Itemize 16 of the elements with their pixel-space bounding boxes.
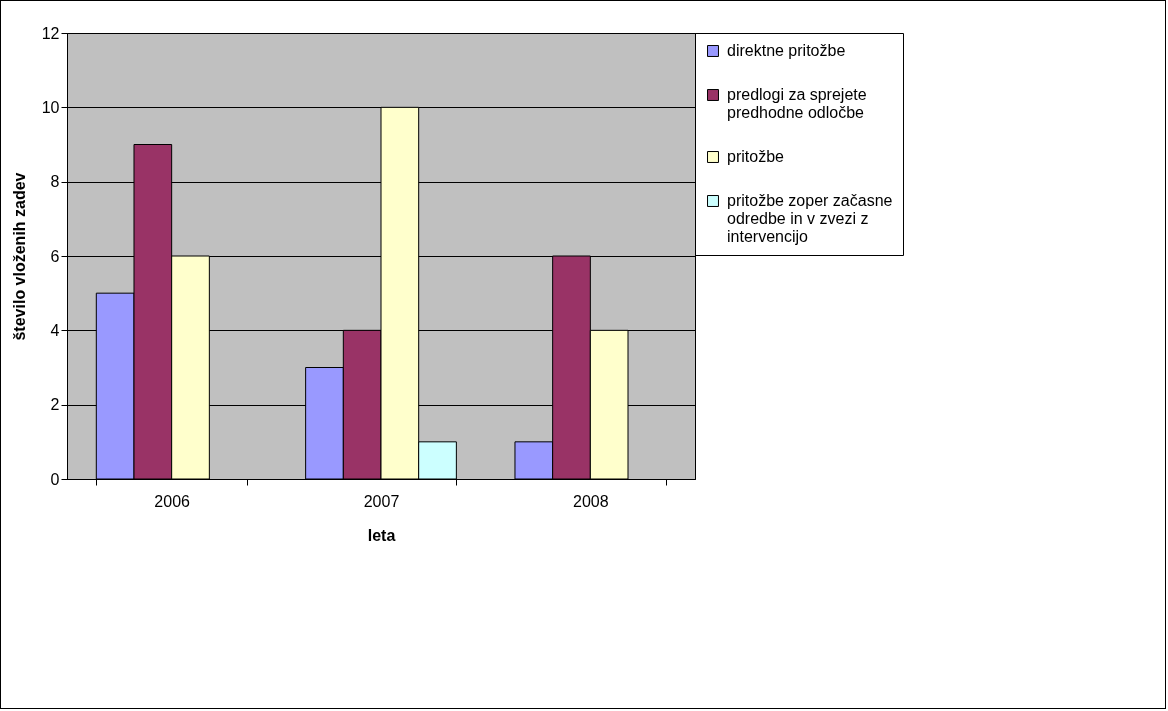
legend-label: predlogi za sprejete predhodne odločbe (727, 86, 867, 121)
y-tick-label: 2 (50, 396, 60, 414)
legend-label: pritožbe (727, 148, 785, 165)
x-axis-title: leta (367, 526, 396, 544)
y-tick-label: 12 (41, 24, 60, 42)
y-tick-label: 6 (50, 247, 60, 265)
legend-label: pritožbe zoper začasne odredbe in v zvezi z intervencijo (727, 192, 893, 245)
y-axis-title: število vloženih zadev (10, 172, 28, 341)
y-tick-label: 0 (50, 470, 60, 488)
x-tick-label: 2006 (154, 492, 191, 510)
y-tick-label: 10 (41, 98, 60, 116)
x-tick-label: 2008 (573, 492, 609, 510)
y-tick-label: 4 (50, 321, 60, 339)
y-tick-label: 8 (50, 173, 60, 191)
x-tick-label: 2007 (363, 492, 400, 510)
legend-label: direktne pritožbe (727, 42, 846, 59)
